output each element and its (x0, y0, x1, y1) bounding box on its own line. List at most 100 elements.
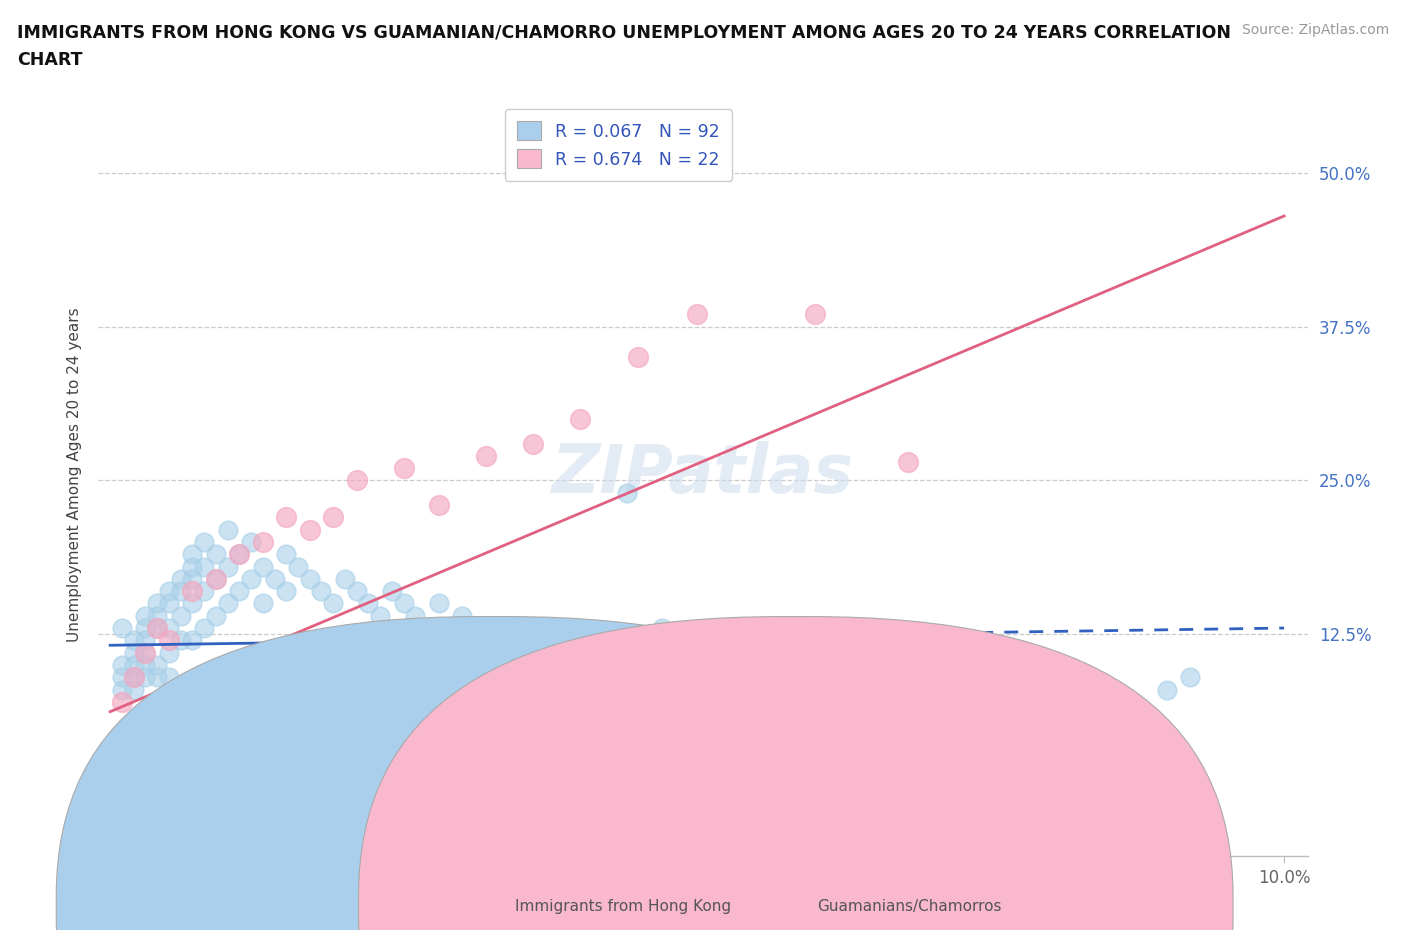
Point (522, 436, 544, 451)
Point (157, 633, 180, 648)
Point (181, 596, 204, 611)
Point (157, 670, 180, 684)
Point (252, 559, 274, 574)
Point (862, 633, 884, 648)
Point (252, 535, 274, 550)
Point (252, 596, 274, 611)
Point (217, 596, 239, 611)
Point (1038, 670, 1060, 684)
Point (181, 547, 204, 562)
Point (122, 682, 145, 697)
Point (581, 744, 603, 759)
Point (134, 645, 156, 660)
Point (921, 645, 943, 660)
Point (427, 596, 450, 611)
Point (193, 559, 215, 574)
Point (193, 620, 215, 635)
Point (276, 510, 298, 525)
Point (146, 608, 169, 623)
Point (651, 620, 673, 635)
Point (204, 571, 226, 586)
Point (157, 756, 180, 771)
Y-axis label: Unemployment Among Ages 20 to 24 years: Unemployment Among Ages 20 to 24 years (67, 307, 83, 642)
Point (111, 682, 134, 697)
Point (228, 547, 250, 562)
Point (134, 620, 156, 635)
Point (1156, 682, 1178, 697)
Point (381, 584, 404, 599)
Point (122, 670, 145, 684)
Point (686, 633, 709, 648)
Point (146, 620, 169, 635)
Point (181, 559, 204, 574)
Point (111, 620, 134, 635)
Point (134, 633, 156, 648)
Point (616, 485, 638, 500)
Point (204, 547, 226, 562)
Point (322, 596, 344, 611)
Point (240, 535, 263, 550)
Point (146, 658, 169, 672)
Point (122, 633, 145, 648)
Point (240, 571, 263, 586)
Point (146, 620, 169, 635)
Text: CHART: CHART (17, 51, 83, 69)
Point (475, 448, 498, 463)
Text: Immigrants from Hong Kong: Immigrants from Hong Kong (515, 899, 731, 914)
Point (392, 460, 415, 475)
Text: ZIPatlas: ZIPatlas (553, 442, 853, 507)
Point (217, 523, 239, 538)
Point (568, 411, 591, 426)
Point (134, 792, 156, 807)
Point (276, 584, 298, 599)
Text: Guamanians/Chamorros: Guamanians/Chamorros (817, 899, 1001, 914)
Point (228, 547, 250, 562)
Point (346, 584, 368, 599)
Point (181, 633, 204, 648)
Point (181, 571, 204, 586)
Point (204, 571, 226, 586)
Point (122, 670, 145, 684)
Point (803, 620, 825, 635)
Point (1097, 682, 1119, 697)
Point (287, 559, 309, 574)
Point (134, 645, 156, 660)
Point (157, 645, 180, 660)
Point (157, 620, 180, 635)
Point (475, 620, 498, 635)
Point (193, 805, 215, 820)
Point (298, 523, 321, 538)
Point (980, 658, 1002, 672)
Point (322, 510, 344, 525)
Point (181, 584, 204, 599)
Point (146, 596, 169, 611)
Point (897, 455, 920, 470)
Point (333, 571, 356, 586)
Point (333, 756, 356, 771)
Point (533, 731, 555, 746)
Point (146, 670, 169, 684)
Point (311, 584, 333, 599)
Point (298, 571, 321, 586)
Point (204, 608, 226, 623)
Point (427, 498, 450, 512)
Point (1180, 670, 1202, 684)
Point (276, 547, 298, 562)
Legend: R = 0.067   N = 92, R = 0.674   N = 22: R = 0.067 N = 92, R = 0.674 N = 22 (505, 110, 733, 180)
Point (169, 633, 191, 648)
Point (122, 645, 145, 660)
Point (627, 350, 650, 365)
Point (404, 608, 426, 623)
Point (686, 307, 709, 322)
Point (134, 670, 156, 684)
Point (263, 571, 285, 586)
Point (169, 584, 191, 599)
Point (157, 596, 180, 611)
Point (346, 473, 368, 488)
Point (276, 792, 298, 807)
Point (134, 658, 156, 672)
Point (217, 559, 239, 574)
Point (392, 596, 415, 611)
Point (451, 608, 474, 623)
Point (111, 670, 134, 684)
